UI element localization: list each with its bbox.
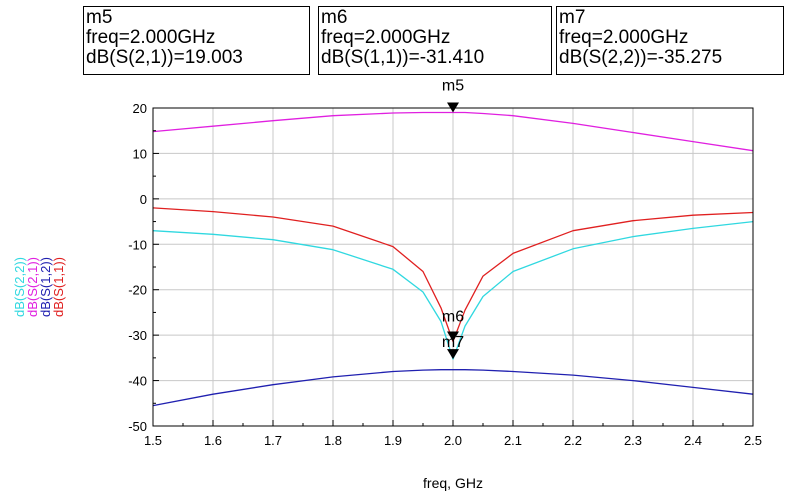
x-tick-label: 1.9 (384, 433, 402, 448)
y-tick-label: 0 (140, 192, 147, 207)
marker-triangle-m6 (447, 331, 459, 342)
x-tick-label: 1.6 (204, 433, 222, 448)
x-tick-label: 2.2 (564, 433, 582, 448)
marker-readout-m6: m6 freq=2.000GHz dB(S(1,1))=-31.410 (318, 6, 552, 75)
x-tick-label: 2.4 (684, 433, 702, 448)
legend-entry-dbs12: dB(S(1,2)) (38, 257, 53, 317)
y-tick-label: -20 (128, 283, 147, 298)
y-tick-label: 10 (133, 146, 147, 161)
marker-value: dB(S(1,1))=-31.410 (321, 47, 485, 68)
marker-readout-m5: m5 freq=2.000GHz dB(S(2,1))=19.003 (83, 6, 310, 75)
chart-markers: m5 m6 m7 (442, 78, 464, 360)
y-tick-label: 20 (133, 101, 147, 116)
axis-ticks: 1.5 1.6 1.7 1.8 1.9 2.0 2.1 2.2 2.3 2.4 2.5 -50 -40 -… (128, 101, 762, 448)
series-line-dbs12 (152, 369, 754, 407)
x-tick-label: 2.3 (624, 433, 642, 448)
y-tick-label: -30 (128, 328, 147, 343)
marker-freq: freq=2.000GHz (321, 27, 451, 48)
x-tick-label: 1.5 (144, 433, 162, 448)
legend-entry-dbs11: dB(S(1,1)) (51, 257, 66, 317)
marker-name: m7 (559, 7, 586, 28)
x-tick-label: 2.5 (744, 433, 762, 448)
x-tick-label: 1.7 (264, 433, 282, 448)
x-tick-label: 2.0 (444, 433, 462, 448)
marker-value: dB(S(2,1))=19.003 (86, 47, 243, 68)
marker-value: dB(S(2,2))=-35.275 (559, 47, 723, 68)
marker-name: m5 (86, 7, 113, 28)
marker-name: m6 (321, 7, 348, 28)
x-tick-label: 1.8 (324, 433, 342, 448)
legend-entry-dbs22: dB(S(2,2)) (12, 257, 27, 317)
marker-triangle-m5 (447, 102, 459, 113)
grid (152, 107, 754, 427)
marker-readout-m7: m7 freq=2.000GHz dB(S(2,2))=-35.275 (556, 6, 784, 75)
x-axis-title: freq, GHz (423, 475, 483, 491)
y-tick-label: -50 (128, 419, 147, 434)
legend-entry-dbs21: dB(S(2,1)) (25, 257, 40, 317)
marker-label-m6: m6 (442, 309, 464, 326)
marker-freq: freq=2.000GHz (559, 27, 689, 48)
x-tick-label: 2.1 (504, 433, 522, 448)
y-tick-label: -10 (128, 237, 147, 252)
legend: dB(S(2,2))dB(S(2,1))dB(S(1,2))dB(S(1,1)) (12, 257, 66, 317)
marker-label-m7: m7 (442, 334, 464, 351)
y-tick-label: -40 (128, 374, 147, 389)
marker-label-m5: m5 (442, 78, 464, 95)
marker-freq: freq=2.000GHz (86, 27, 216, 48)
marker-triangle-m7 (447, 349, 459, 360)
